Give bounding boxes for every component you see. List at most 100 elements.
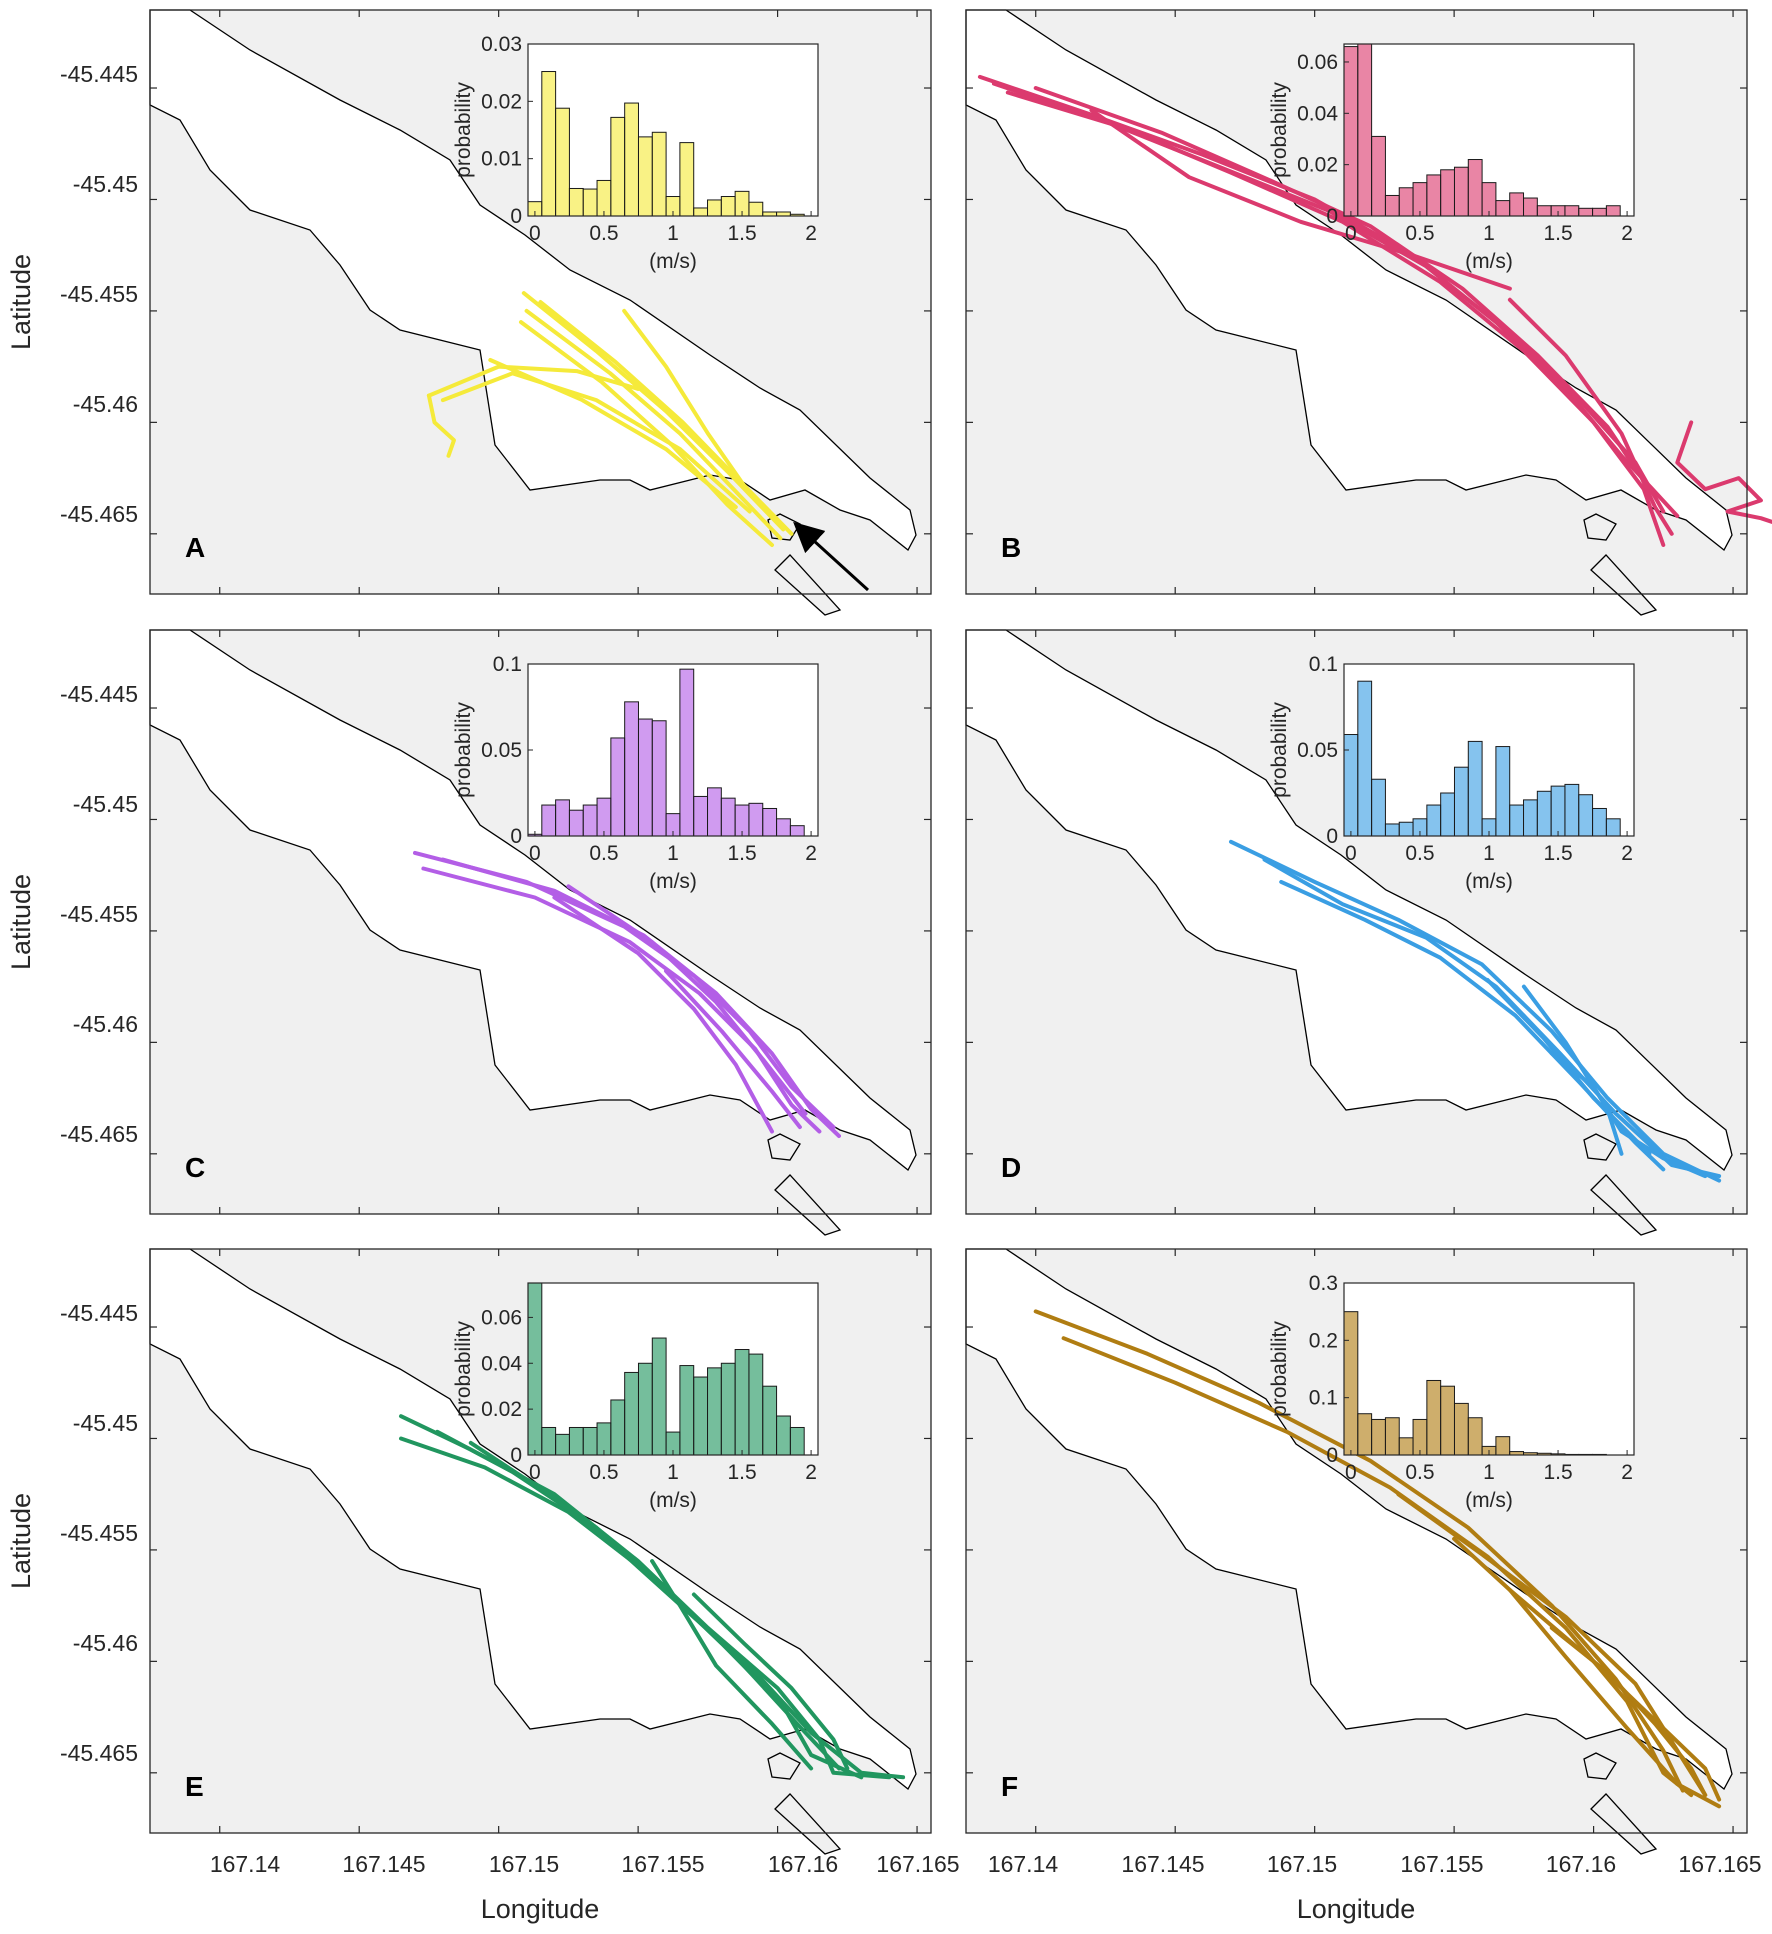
histogram-bar <box>1523 197 1538 217</box>
panel-label: E <box>185 1771 204 1802</box>
histogram-bar <box>1467 740 1483 837</box>
x-axis-right: 167.14 167.145 167.15 167.155 167.16 167… <box>988 1851 1762 1924</box>
histogram-bar <box>1398 1437 1414 1456</box>
inset-y-tick: 0.04 <box>1297 102 1338 125</box>
histogram-bar <box>1412 1418 1428 1456</box>
histogram-bar <box>693 1376 709 1456</box>
track-line <box>1549 1051 1708 1179</box>
inset-x-tick: 1.5 <box>727 842 756 865</box>
x-tick: 167.15 <box>1267 1851 1337 1877</box>
inset-y-tick: 0 <box>1326 205 1338 228</box>
island <box>1583 513 1617 541</box>
panel-label: B <box>1001 532 1021 563</box>
histogram-bar <box>776 818 791 837</box>
inset-y-tick: 0.05 <box>1297 739 1338 762</box>
y-tick: -45.455 <box>60 281 138 307</box>
tracks-f <box>1033 1309 1722 1809</box>
histogram-bar <box>637 136 653 217</box>
tracks-c <box>413 850 841 1138</box>
inset-y-tick: 0 <box>510 205 522 228</box>
inset-y-tick: 0.01 <box>481 148 522 171</box>
track-line <box>426 364 641 398</box>
inset-y-tick: 0 <box>1326 1444 1338 1467</box>
y-tick: -45.465 <box>60 501 138 527</box>
histogram-bar <box>527 1282 543 1456</box>
histogram-bar <box>762 211 778 217</box>
track-line <box>691 1592 850 1771</box>
histogram-bar <box>582 188 598 217</box>
inset-histogram: 0 0.5 1 1.5 2 0 0.02 0.04 0.06 (m/s) probability <box>1268 43 1635 273</box>
histogram-bar <box>1536 790 1552 837</box>
peninsula <box>1590 554 1658 616</box>
histogram-bar <box>1453 766 1469 837</box>
histogram-bar <box>637 718 653 837</box>
inset-background <box>528 44 818 216</box>
y-tick: -45.46 <box>73 1630 138 1656</box>
track-line <box>1229 839 1722 1183</box>
peninsula <box>774 554 842 616</box>
x-tick: 167.15 <box>489 1851 559 1877</box>
histogram-bar <box>1384 194 1400 217</box>
x-tick: 167.155 <box>1400 1851 1483 1877</box>
histogram-bar <box>555 799 570 837</box>
histogram-bar <box>734 1349 750 1456</box>
panel-c: C 0 0.5 1 1.5 2 0 0.05 0.1 (m/s) probability <box>149 629 932 1236</box>
y-axis-top: -45.445 -45.45 -45.455 -45.46 -45.465 La… <box>6 61 138 527</box>
peninsula <box>1590 1793 1658 1855</box>
histogram-bar <box>624 1371 639 1456</box>
inset-x-tick: 1 <box>1483 222 1495 245</box>
histogram-bar <box>1592 207 1607 217</box>
y-tick: -45.46 <box>73 391 138 417</box>
inset-x-label: (m/s) <box>1465 870 1513 893</box>
inset-y-label: probability <box>452 82 475 178</box>
histogram-bar <box>1481 182 1497 217</box>
y-axis-bottom: -45.445 -45.45 -45.455 -45.46 -45.465 La… <box>6 1300 138 1766</box>
histogram-bar <box>762 807 778 837</box>
x-axis-left: 167.14 167.145 167.15 167.155 167.16 167… <box>210 1851 960 1924</box>
inset-x-label: (m/s) <box>649 1489 697 1512</box>
histogram-bar <box>624 102 639 217</box>
inset-x-tick: 1 <box>1483 842 1495 865</box>
histogram-bar <box>748 201 764 217</box>
histogram-bar <box>582 1426 598 1456</box>
map-frame <box>149 1248 932 1834</box>
map-frame <box>149 629 932 1215</box>
inset-x-tick: 2 <box>805 1461 817 1484</box>
inset-y-label: probability <box>452 1321 475 1417</box>
peninsula <box>774 1174 842 1236</box>
track-line <box>566 884 808 1116</box>
histogram-bar <box>693 207 709 217</box>
panel-a: A 0 0.5 1 1.5 2 0 0.01 0.02 0.03 (m/s) probability <box>149 9 932 616</box>
water-body <box>965 9 1733 551</box>
inset-y-tick: 0.05 <box>481 739 522 762</box>
track-line <box>1089 108 1512 291</box>
histogram-bar <box>541 1426 557 1456</box>
inset-y-tick: 0 <box>510 825 522 848</box>
y-axis-label: Latitude <box>6 874 36 970</box>
inset-x-tick: 0 <box>1345 222 1357 245</box>
histogram-bar <box>1357 680 1373 837</box>
inset-background <box>528 664 818 836</box>
inset-x-tick: 1 <box>667 842 679 865</box>
histogram-bar <box>1495 200 1511 217</box>
x-tick: 167.165 <box>876 1851 959 1877</box>
histogram-bar <box>720 1362 736 1456</box>
histogram-bar <box>1564 783 1580 837</box>
track-line <box>650 1559 814 1771</box>
x-tick: 167.14 <box>210 1851 281 1877</box>
histogram-bar <box>1398 187 1414 217</box>
y-tick: -45.455 <box>60 901 138 927</box>
y-tick: -45.465 <box>60 1121 138 1147</box>
histogram-bar <box>789 825 805 837</box>
histogram-bar <box>1495 1436 1511 1456</box>
y-tick: -45.45 <box>73 1410 138 1436</box>
histogram-bar <box>1564 205 1580 217</box>
histogram-bar <box>541 804 557 837</box>
x-tick: 167.14 <box>988 1851 1059 1877</box>
y-tick: -45.445 <box>60 681 138 707</box>
inset-x-tick: 0 <box>529 1461 541 1484</box>
track-line <box>1675 420 1772 525</box>
histogram-bar <box>610 737 626 837</box>
histogram-bar <box>651 720 667 837</box>
histogram-bar <box>693 795 709 837</box>
